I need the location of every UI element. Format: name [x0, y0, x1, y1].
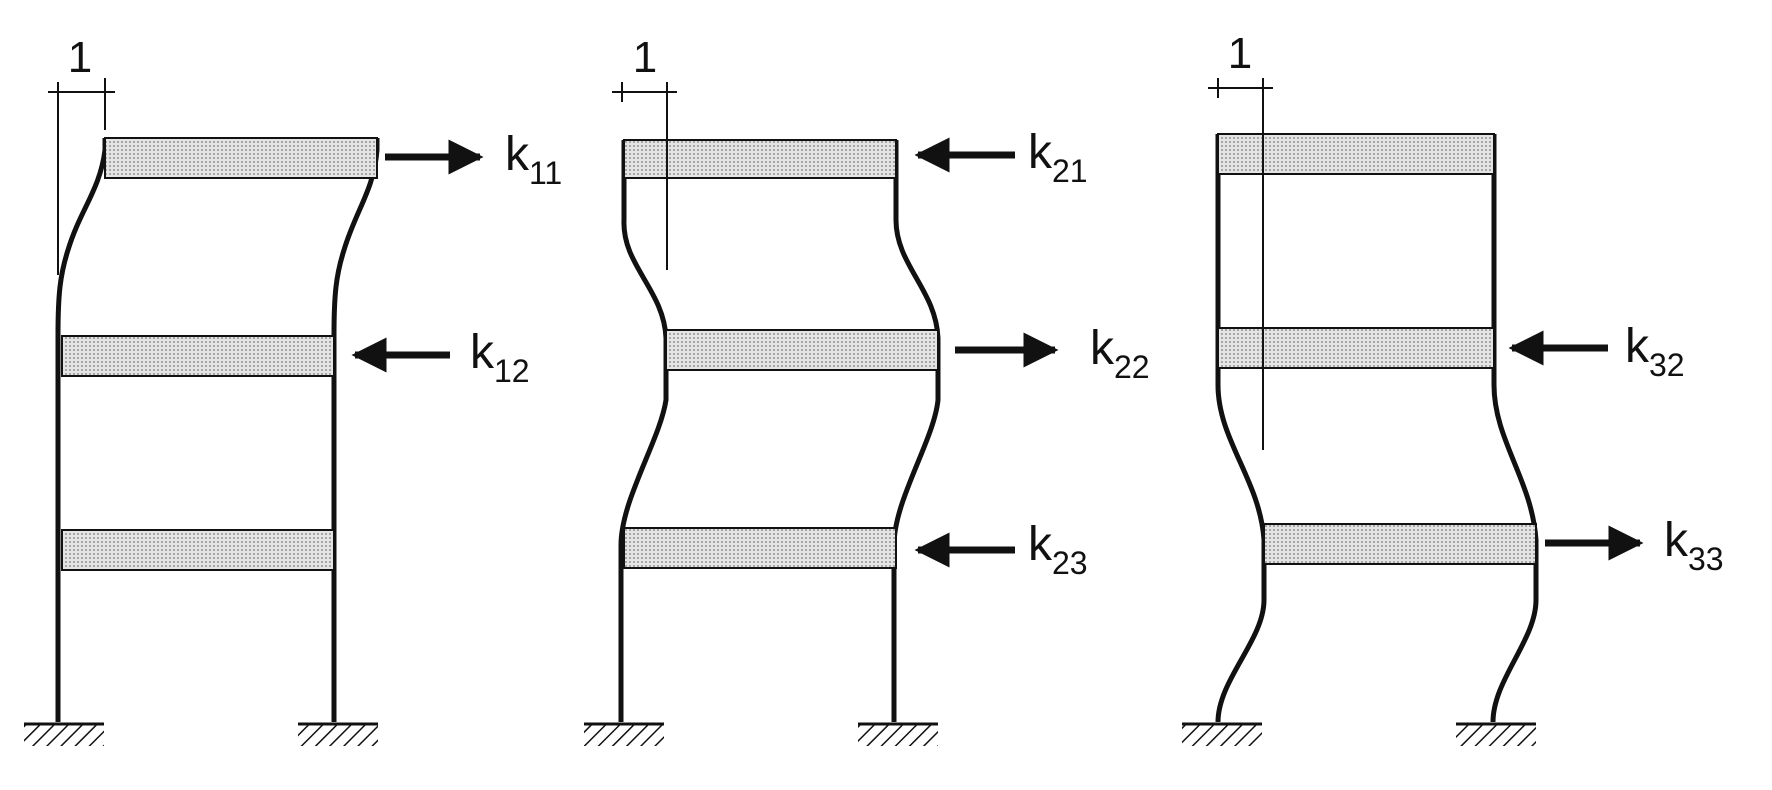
frame-1-right-support-hatch	[298, 724, 378, 746]
frame-2-slab-middle	[665, 329, 939, 371]
frame-1-left-support-hatch	[24, 724, 104, 746]
frame-3: 1 k32 k33	[1182, 29, 1724, 746]
frame-2-left-support-hatch	[584, 724, 664, 746]
frame-3-slab-top	[1217, 133, 1495, 175]
frame-1-left-column	[55, 138, 108, 722]
frame-3-right-column	[1490, 134, 1539, 723]
frame-1-slab-bottom	[61, 529, 335, 571]
frame-2-slab-top	[623, 139, 897, 179]
frame-1-unit-label: 1	[68, 33, 92, 82]
frame-2: 1 k21 k22 k23	[584, 33, 1150, 746]
frame-1: 1 k11 k12	[24, 33, 562, 746]
frame-1-slab-middle	[61, 335, 335, 377]
frame-3-force-label-1: k32	[1625, 320, 1685, 383]
frame-2-force-label-3: k23	[1028, 518, 1088, 581]
frame-1-slab-top	[104, 137, 378, 179]
frame-3-left-column	[1215, 134, 1267, 723]
frame-2-unit-label: 1	[633, 33, 657, 82]
frame-2-left-column	[618, 140, 669, 722]
frame-3-left-support-hatch	[1182, 724, 1262, 746]
frame-3-unit-label: 1	[1228, 29, 1252, 78]
frame-3-right-support-hatch	[1456, 724, 1536, 746]
frame-2-right-support-hatch	[858, 724, 938, 746]
frame-1-right-column	[331, 138, 380, 722]
frame-1-force-label-1: k11	[505, 128, 562, 191]
frame-3-slab-bottom	[1263, 523, 1537, 565]
frame-1-force-label-2: k12	[470, 326, 530, 389]
frame-2-slab-bottom	[623, 527, 897, 569]
frame-2-force-label-2: k22	[1090, 322, 1150, 385]
frame-2-right-column	[891, 140, 941, 722]
frame-3-force-label-2: k33	[1664, 514, 1724, 577]
frame-3-slab-middle	[1217, 327, 1495, 369]
frame-2-force-label-1: k21	[1028, 126, 1088, 189]
